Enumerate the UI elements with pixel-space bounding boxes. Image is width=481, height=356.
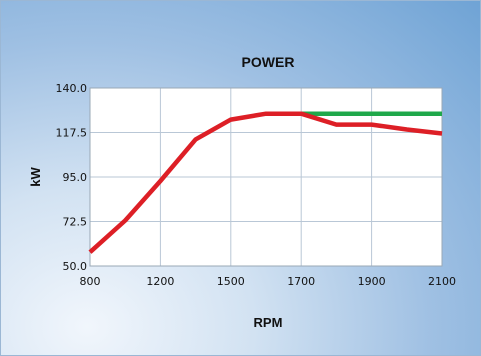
- x-tick-label: 2100: [428, 275, 456, 288]
- y-axis-title: kW: [28, 167, 43, 187]
- y-tick-label: 95.0: [63, 171, 88, 184]
- x-axis-title: RPM: [254, 315, 283, 330]
- x-tick-label: 1900: [358, 275, 386, 288]
- y-tick-label: 117.5: [56, 127, 88, 140]
- x-tick-label: 1700: [287, 275, 315, 288]
- series-line-1: [88, 111, 443, 254]
- chart-title: POWER: [242, 54, 295, 70]
- x-tick-label: 1500: [217, 275, 245, 288]
- y-tick-label: 72.5: [63, 216, 88, 229]
- x-tick-label: 800: [80, 275, 101, 288]
- y-tick-label: 140.0: [56, 82, 88, 95]
- y-tick-label: 50.0: [63, 260, 88, 273]
- x-tick-label: 1200: [146, 275, 174, 288]
- plot-border: [89, 87, 443, 267]
